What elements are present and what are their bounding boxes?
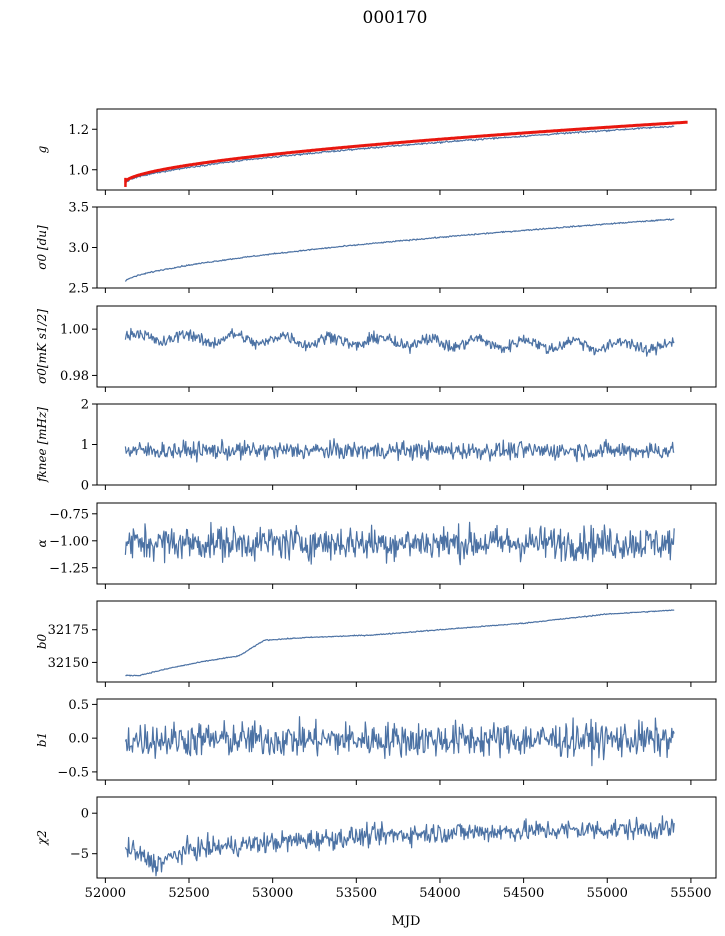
series-line-g	[124, 125, 675, 183]
y-tick-label: 0.5	[68, 698, 89, 713]
y-tick-label: 0	[81, 479, 89, 494]
y-tick-label: 0.0	[68, 732, 89, 747]
y-axis-label: fknee [mHz]	[35, 407, 49, 483]
y-axis-label: σ0[mK s1/2]	[35, 309, 49, 384]
axes-frame	[96, 502, 717, 585]
y-axis-label: b1	[35, 732, 49, 747]
x-tick-label: 54500	[503, 886, 544, 901]
y-tick-label: −1.25	[49, 561, 89, 576]
x-tick-label: 52500	[168, 886, 209, 901]
x-tick-label: 55500	[670, 886, 711, 901]
axes-frame	[96, 305, 717, 388]
y-axis-label: χ2	[35, 830, 49, 846]
x-axis-label: MJD	[392, 914, 421, 929]
y-tick-label: 0.98	[60, 369, 89, 384]
panel-g: 1.0 1.2 g	[35, 108, 717, 195]
y-axis-label: b0	[35, 633, 49, 649]
y-tick-label: 32150	[48, 656, 89, 671]
y-tick-label: 0	[81, 807, 89, 822]
y-tick-label: −1.00	[49, 534, 89, 549]
y-tick-label: −0.5	[57, 765, 89, 780]
panel-sigma0_du: 2.5 3.0 3.5 σ0 [du]	[35, 201, 717, 297]
y-tick-label: 1.2	[68, 123, 89, 138]
series-line-sigma0_du	[124, 218, 675, 282]
series-line-g-fit	[124, 120, 689, 183]
y-tick-label: 1	[81, 438, 89, 453]
axes-frame	[96, 600, 717, 683]
y-tick-label: 3.5	[68, 201, 89, 216]
x-tick-label: 53500	[336, 886, 377, 901]
y-tick-label: 32175	[48, 623, 89, 638]
series-line-b0	[125, 609, 675, 677]
series-line-sigma0_mk	[124, 327, 675, 357]
y-tick-label: 2.5	[68, 282, 89, 297]
panel-alpha: −1.25 −1.00 −0.75 α	[35, 502, 717, 589]
y-axis-label: g	[35, 145, 49, 153]
axes-frame	[96, 698, 717, 781]
x-tick-label: 53000	[252, 886, 293, 901]
panel-chi2: −5 0 52000 52500 53000 53500 54000 54500 55000 55…	[35, 796, 717, 901]
axes-frame	[96, 796, 717, 879]
x-tick-label: 55000	[587, 886, 628, 901]
x-tick-label: 52000	[85, 886, 126, 901]
y-tick-label: 1.0	[68, 163, 89, 178]
figure-title: 000170	[363, 8, 428, 28]
y-tick-label: 3.0	[68, 241, 89, 256]
subplot-stack: 1.0 1.2 g 2.5 3.0 3.5 σ0 [du] 0.98 1.00 σ0[mK s1/…	[35, 108, 717, 901]
y-tick-label: −0.75	[49, 507, 89, 522]
y-tick-label: 1.00	[60, 323, 89, 338]
panel-sigma0_mk: 0.98 1.00 σ0[mK s1/2]	[35, 305, 717, 392]
panel-fknee: 0 1 2 fknee [mHz]	[35, 398, 717, 494]
series-line-alpha	[124, 521, 675, 566]
series-line-chi2	[124, 815, 675, 877]
y-axis-label: σ0 [du]	[35, 225, 49, 270]
y-tick-label: 2	[81, 398, 89, 413]
axes-frame	[96, 206, 717, 289]
y-axis-label: α	[35, 539, 49, 547]
series-line-b1	[124, 716, 675, 767]
axes-frame	[96, 108, 717, 191]
panel-b1: −0.5 0.0 0.5 b1	[35, 698, 717, 785]
x-tick-label: 54000	[419, 886, 460, 901]
series-line-fknee	[124, 438, 675, 463]
y-tick-label: −5	[70, 847, 89, 862]
